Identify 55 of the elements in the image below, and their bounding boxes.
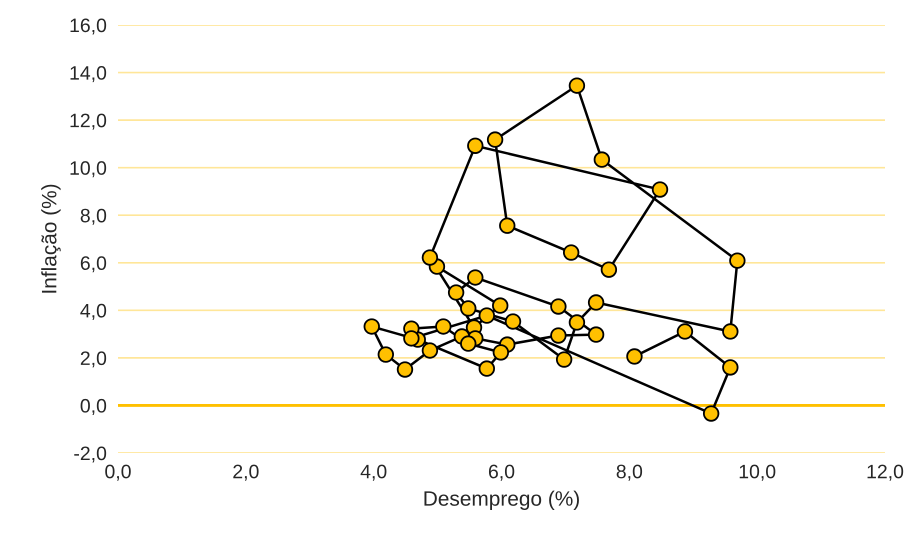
- y-tick-label: 4,0: [80, 304, 106, 320]
- point: [676, 323, 694, 340]
- point: [460, 300, 476, 317]
- y-tick-label: 8,0: [80, 208, 106, 225]
- y-tick-label: 12,0: [70, 114, 106, 130]
- point: [702, 405, 720, 422]
- x-tick-label: 6,0: [488, 464, 514, 481]
- point: [722, 323, 739, 340]
- y-tick-label: 2,0: [80, 351, 106, 368]
- point: [588, 294, 604, 311]
- point: [467, 269, 484, 286]
- point: [550, 298, 567, 315]
- y-axis-title: Inflação (%): [41, 184, 61, 293]
- y-tick-label: 6,0: [80, 256, 106, 272]
- point: [626, 348, 643, 365]
- point: [729, 252, 746, 269]
- point: [504, 313, 522, 330]
- point: [486, 131, 504, 148]
- point: [600, 261, 618, 278]
- y-tick-label: 16,0: [70, 18, 106, 35]
- point: [460, 335, 476, 352]
- point: [652, 181, 668, 198]
- point: [435, 318, 452, 335]
- point: [478, 307, 495, 324]
- point: [594, 151, 610, 168]
- point: [550, 327, 567, 344]
- point: [556, 351, 572, 368]
- y-tick-label: -2,0: [74, 446, 106, 463]
- y-tick-label: 14,0: [70, 66, 106, 82]
- point: [588, 326, 604, 343]
- y-tick-label: 0,0: [80, 398, 106, 415]
- x-tick-label: 12,0: [868, 464, 904, 481]
- y-tick-label: 10,0: [70, 161, 106, 178]
- point: [492, 297, 508, 314]
- x-tick-label: 10,0: [740, 464, 776, 481]
- point: [396, 361, 414, 378]
- point: [422, 249, 438, 266]
- point: [364, 318, 380, 335]
- point: [492, 344, 510, 361]
- point: [448, 284, 464, 301]
- point: [467, 138, 484, 154]
- x-tick-label: 4,0: [360, 464, 386, 481]
- x-tick-label: 0,0: [105, 464, 131, 481]
- point: [568, 314, 586, 331]
- x-tick-label: 8,0: [616, 464, 642, 481]
- point: [722, 359, 739, 376]
- x-axis-title: Desemprego (%): [424, 490, 579, 510]
- point: [378, 346, 394, 363]
- point: [403, 330, 420, 347]
- point: [478, 360, 495, 377]
- x-tick-label: 2,0: [233, 464, 259, 481]
- point: [562, 244, 580, 261]
- point: [422, 342, 438, 359]
- point: [499, 217, 516, 234]
- point: [568, 77, 586, 94]
